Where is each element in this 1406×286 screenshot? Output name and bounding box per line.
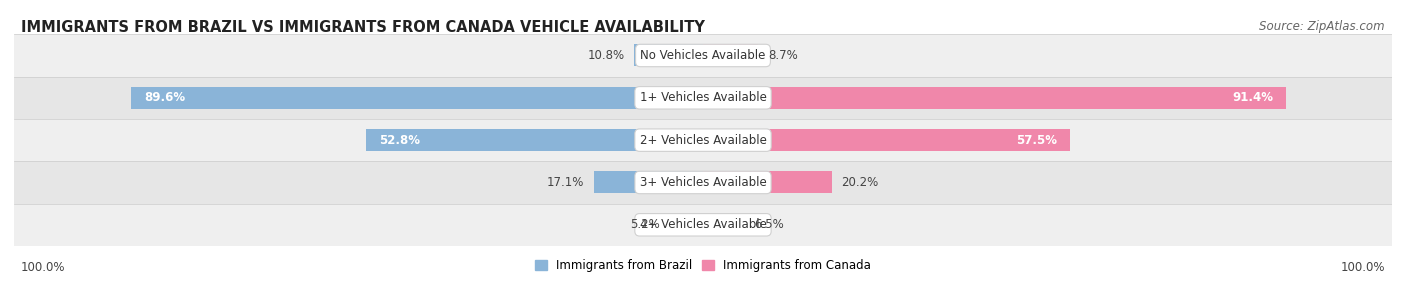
Text: 2+ Vehicles Available: 2+ Vehicles Available — [640, 134, 766, 147]
Bar — [703, 129, 1070, 151]
Bar — [14, 77, 1392, 119]
Bar — [14, 34, 1392, 77]
Bar — [366, 129, 703, 151]
Text: 8.7%: 8.7% — [768, 49, 797, 62]
Text: 6.5%: 6.5% — [754, 218, 783, 231]
Text: 5.2%: 5.2% — [630, 218, 661, 231]
Text: 52.8%: 52.8% — [380, 134, 420, 147]
Bar — [593, 172, 703, 193]
Bar — [703, 45, 758, 66]
Text: 20.2%: 20.2% — [841, 176, 879, 189]
Text: Source: ZipAtlas.com: Source: ZipAtlas.com — [1260, 20, 1385, 33]
Bar — [14, 119, 1392, 161]
Bar — [703, 87, 1286, 109]
Text: 4+ Vehicles Available: 4+ Vehicles Available — [640, 218, 766, 231]
Text: 17.1%: 17.1% — [547, 176, 585, 189]
Text: 100.0%: 100.0% — [1340, 261, 1385, 274]
Text: No Vehicles Available: No Vehicles Available — [640, 49, 766, 62]
Bar — [634, 45, 703, 66]
Bar — [703, 214, 744, 236]
Bar — [14, 204, 1392, 246]
Legend: Immigrants from Brazil, Immigrants from Canada: Immigrants from Brazil, Immigrants from … — [533, 257, 873, 274]
Bar — [669, 214, 703, 236]
Bar — [14, 161, 1392, 204]
Text: 1+ Vehicles Available: 1+ Vehicles Available — [640, 91, 766, 104]
Bar — [703, 172, 832, 193]
Text: 91.4%: 91.4% — [1232, 91, 1274, 104]
Text: 89.6%: 89.6% — [145, 91, 186, 104]
Text: 57.5%: 57.5% — [1017, 134, 1057, 147]
Text: IMMIGRANTS FROM BRAZIL VS IMMIGRANTS FROM CANADA VEHICLE AVAILABILITY: IMMIGRANTS FROM BRAZIL VS IMMIGRANTS FRO… — [21, 20, 704, 35]
Text: 100.0%: 100.0% — [21, 261, 66, 274]
Bar — [131, 87, 703, 109]
Text: 10.8%: 10.8% — [588, 49, 624, 62]
Text: 3+ Vehicles Available: 3+ Vehicles Available — [640, 176, 766, 189]
